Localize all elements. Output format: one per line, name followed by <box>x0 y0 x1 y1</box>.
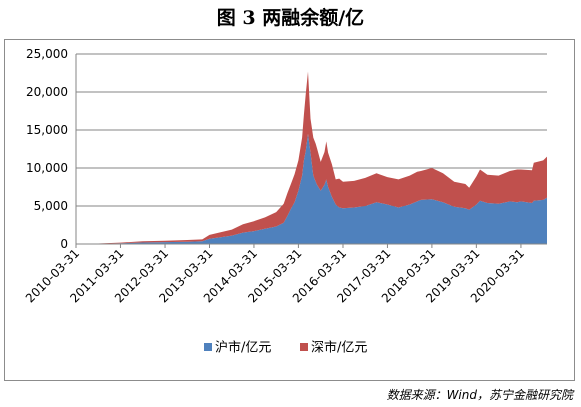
y-tick-label: 0 <box>60 237 68 251</box>
legend-label-1: 沪市/亿元 <box>215 340 271 356</box>
y-tick-label: 5,000 <box>34 199 68 213</box>
y-tick-label: 15,000 <box>26 123 68 137</box>
legend-swatch-1 <box>204 343 212 351</box>
x-axis-ticks: 2010-03-312011-03-312012-03-312013-03-31… <box>23 244 527 305</box>
legend: 沪市/亿元 深市/亿元 <box>204 340 367 356</box>
legend-label-2: 深市/亿元 <box>311 340 367 356</box>
y-axis-ticks: 0 5,000 10,000 15,000 20,000 25,000 <box>26 47 68 251</box>
y-tick-label: 25,000 <box>26 47 68 61</box>
chart-title: 图 3 两融余额/亿 <box>216 7 365 29</box>
area-series <box>76 71 547 244</box>
source-note: 数据来源：Wind，苏宁金融研究院 <box>386 388 573 402</box>
y-tick-label: 20,000 <box>26 85 68 99</box>
legend-swatch-2 <box>300 343 308 351</box>
y-tick-label: 10,000 <box>26 161 68 175</box>
area-series-2 <box>76 71 547 244</box>
chart-frame <box>4 39 575 381</box>
axes <box>75 54 547 245</box>
area-series-1 <box>76 133 547 244</box>
